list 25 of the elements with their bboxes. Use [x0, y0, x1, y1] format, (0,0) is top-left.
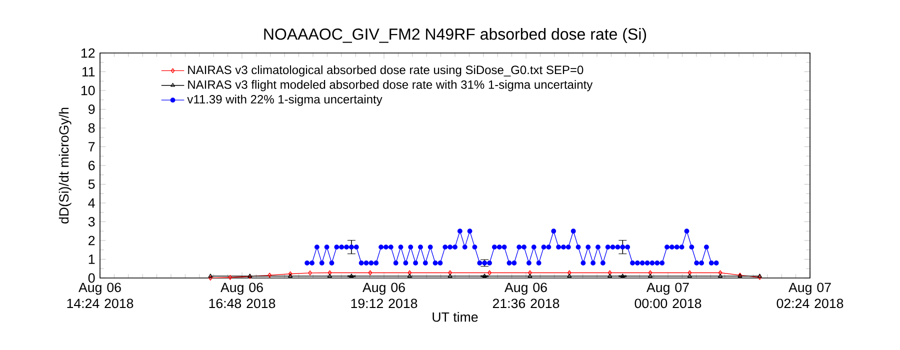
legend-label: v11.39 with 22% 1-sigma uncertainty	[187, 94, 382, 106]
x-tick-label: Aug 06 16:48 2018	[209, 282, 276, 308]
legend-label: NAIRAS v3 climatological absorbed dose rate using SiDose_G0.txt SEP=0	[188, 65, 584, 77]
y-tick-label: 7	[88, 142, 95, 152]
x-tick-label: Aug 06 19:12 2018	[351, 282, 418, 308]
x-tick-label: Aug 07 02:24 2018	[776, 282, 844, 308]
y-tick-label: 10	[81, 86, 95, 96]
x-axis-title: UT time	[432, 312, 478, 322]
y-tick-label: 8	[88, 123, 95, 133]
legend-label: NAIRAS v3 flight modeled absorbed dose rate with 31% 1-sigma uncertainty	[188, 80, 593, 92]
chart-title: NOAAAOC_GIV_FM2 N49RF absorbed dose rate (Si)	[264, 28, 646, 43]
y-tick-label: 0	[88, 273, 95, 283]
x-tick-label: Aug 06 14:24 2018	[67, 282, 134, 308]
y-tick-label: 2	[88, 236, 95, 246]
y-tick-label: 6	[88, 160, 95, 170]
y-tick-label: 9	[88, 104, 95, 114]
x-tick-label: Aug 07 00:00 2018	[634, 282, 702, 308]
y-tick-label: 12	[81, 48, 95, 58]
y-tick-label: 3	[88, 217, 95, 226]
y-tick-label: 5	[88, 180, 95, 189]
x-tick-label: Aug 06 21:36 2018	[492, 282, 560, 308]
y-axis-title: dD(Si)/dt microGy/h	[58, 108, 72, 224]
y-tick-label: 1	[88, 254, 95, 264]
y-tick-label: 11	[82, 67, 95, 76]
y-tick-label: 4	[88, 198, 95, 208]
